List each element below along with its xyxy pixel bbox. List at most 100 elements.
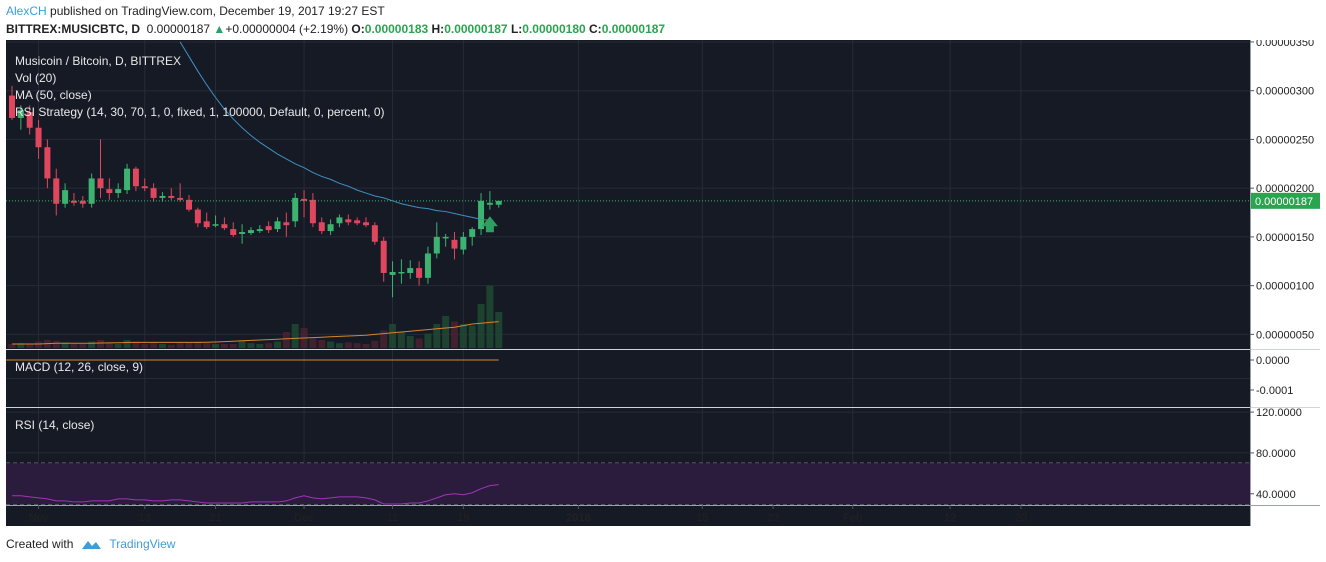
candle-body <box>433 236 440 254</box>
volume-bar <box>114 344 122 348</box>
volume-bars <box>8 285 503 348</box>
volume-bar <box>79 344 87 348</box>
candle-body <box>62 190 69 204</box>
candle-body <box>274 221 281 230</box>
candle-body <box>239 232 246 234</box>
volume-bar <box>477 304 485 348</box>
volume-bar <box>327 341 335 348</box>
low-value: 0.00000180 <box>522 22 586 36</box>
legend-vol: Vol (20) <box>15 71 56 85</box>
tradingview-logo[interactable]: TradingView <box>79 537 175 551</box>
author-link[interactable]: AlexCH <box>6 4 47 18</box>
candle-body <box>26 112 33 128</box>
candle-body <box>141 186 148 189</box>
price-axis[interactable]: 0.00000350 0.00000300 0.00000250 0.00000200… <box>1250 40 1320 526</box>
volume-bar <box>309 338 317 348</box>
rsi-line <box>12 484 499 505</box>
candle-body <box>79 200 86 204</box>
volume-bar <box>389 324 397 348</box>
volume-bar <box>486 285 494 348</box>
price-tick-label: 0.00000050 <box>1256 329 1314 341</box>
volume-bar <box>158 344 166 348</box>
candle-body <box>495 200 502 205</box>
volume-bar <box>70 344 78 348</box>
candle-body <box>327 224 334 232</box>
candle-body <box>159 195 166 198</box>
volume-bar <box>265 343 273 348</box>
low-label: L: <box>510 22 523 36</box>
volume-bar <box>468 325 476 348</box>
volume-bar <box>406 336 414 348</box>
candle-body <box>469 229 476 237</box>
candle-body <box>168 195 175 198</box>
volume-bar <box>371 340 379 348</box>
time-tick-label: 20 <box>1015 512 1027 524</box>
volume-bar <box>424 333 432 348</box>
candle-body <box>17 110 24 118</box>
candle-body <box>336 217 343 224</box>
trading-chart[interactable]: 0.00000350 0.00000300 0.00000250 0.00000200… <box>0 40 1326 526</box>
time-axis[interactable]: Nov 13 21 Dec 11 19 2018 15 23 Feb 12 20 <box>6 505 1320 524</box>
volume-bar <box>123 340 131 348</box>
volume-bar <box>247 343 255 348</box>
candle-body <box>177 197 184 200</box>
high-value: 0.00000187 <box>444 22 508 36</box>
candle-body <box>416 268 423 278</box>
candle-body <box>478 200 485 230</box>
volume-bar <box>35 341 43 348</box>
footer: Created with TradingView <box>6 537 175 551</box>
candle-body <box>70 200 77 203</box>
publish-line: AlexCH published on TradingView.com, Dec… <box>6 4 385 18</box>
last-price-tag-label: 0.00000187 <box>1255 196 1313 208</box>
candle-body <box>380 240 387 273</box>
time-tick-label: 19 <box>457 512 469 524</box>
published-text: published on TradingView.com, December 1… <box>50 4 385 18</box>
candle-body <box>283 222 290 226</box>
ma-line <box>179 41 490 221</box>
candle-body <box>124 168 131 191</box>
volume-bar <box>318 340 326 348</box>
time-tick-label: 13 <box>139 512 151 524</box>
volume-bar <box>380 330 388 348</box>
volume-bar <box>451 321 458 348</box>
legend-ma: MA (50, close) <box>15 88 92 102</box>
volume-bar <box>238 340 246 348</box>
candle-body <box>486 202 493 205</box>
legend-macd: MACD (12, 26, close, 9) <box>15 360 143 374</box>
high-label: H: <box>431 22 445 36</box>
macd-tick-label: 0.0000 <box>1256 355 1290 367</box>
candle-body <box>460 236 467 250</box>
volume-bar <box>141 344 149 348</box>
candle-body <box>247 230 254 234</box>
candle-body <box>424 253 431 278</box>
change-up-icon: ▲ <box>213 22 226 36</box>
legend-title: Musicoin / Bitcoin, D, BITTREX <box>15 54 181 68</box>
volume-bar <box>150 343 158 348</box>
volume-bar <box>212 344 220 348</box>
volume-bar <box>397 332 405 348</box>
candle-body <box>35 127 42 148</box>
time-tick-label: 15 <box>696 512 708 524</box>
volume-bar <box>282 332 290 348</box>
open-value: 0.00000183 <box>364 22 429 36</box>
candle-body <box>345 219 352 223</box>
change-value: +0.00000004 (+2.19%) <box>225 22 349 36</box>
volume-bar <box>353 343 361 348</box>
price-tick-label: 0.00000200 <box>1256 183 1314 195</box>
close-value: 0.00000187 <box>601 22 666 36</box>
candle-body <box>256 229 263 232</box>
price-tick-label: 0.00000100 <box>1256 281 1314 293</box>
symbol: BITTREX:MUSICBTC, D <box>6 22 140 36</box>
candle-body <box>389 271 396 275</box>
volume-bar <box>291 324 299 348</box>
volume-bar <box>61 342 69 348</box>
price-tick-label: 0.00000350 <box>1256 40 1314 49</box>
volume-bar <box>415 338 423 348</box>
volume-bar <box>8 344 16 348</box>
volume-bar <box>344 342 352 348</box>
candle-body <box>354 220 361 224</box>
time-tick-label: Dec <box>294 512 314 524</box>
time-tick-label: 2018 <box>566 512 590 524</box>
time-tick-label: Feb <box>843 512 862 524</box>
volume-bar <box>105 343 113 348</box>
